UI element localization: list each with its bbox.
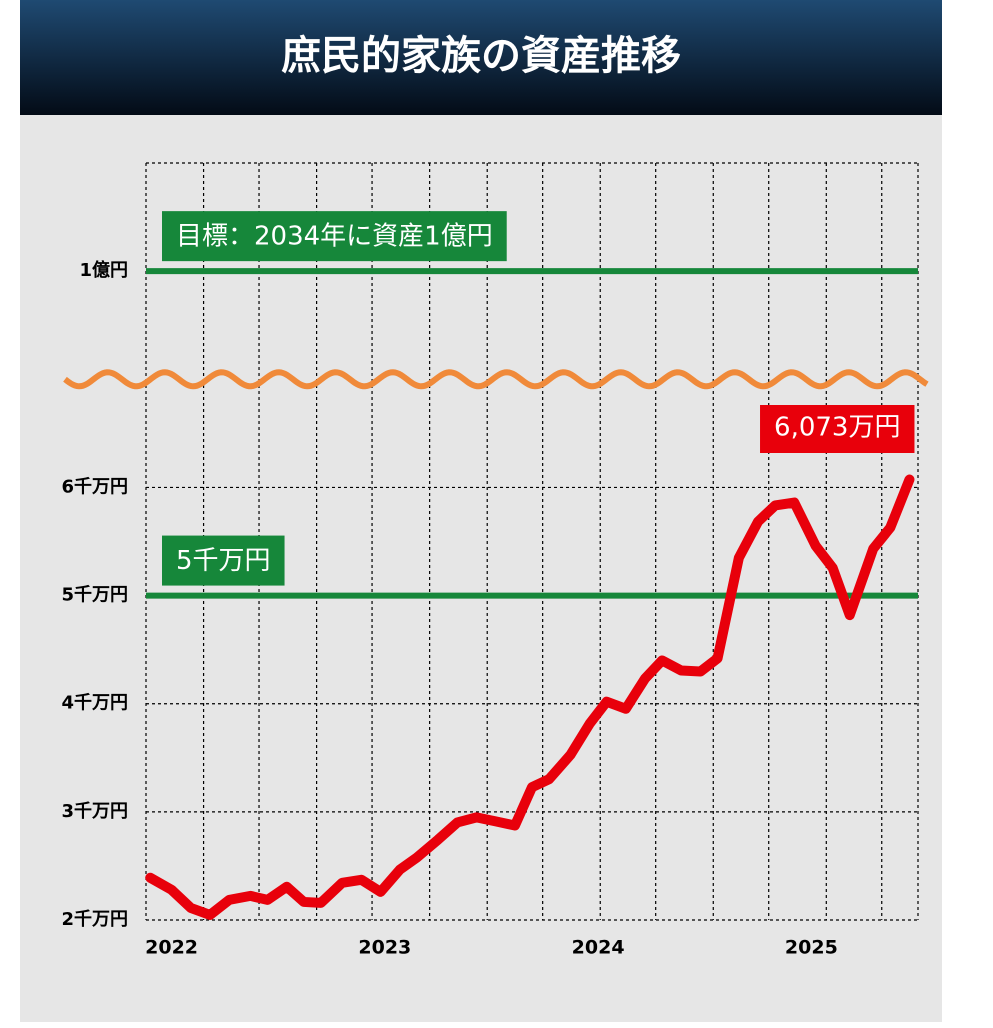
x-tick-label: 2024 (572, 937, 625, 959)
series-line (145, 474, 915, 920)
axis-break (63, 369, 929, 390)
y-tick-label: 2千万円 (61, 909, 128, 930)
reference-label-box (162, 535, 285, 586)
value-label: 6,073万円 (774, 413, 900, 443)
chart-title: 庶民的家族の資産推移 (281, 33, 681, 79)
value-label-box (760, 405, 915, 453)
x-tick-label: 2025 (785, 937, 838, 959)
y-tick-label: 3千万円 (61, 801, 128, 822)
reference-label: 5千万円 (176, 546, 271, 576)
x-tick-label: 2022 (145, 937, 198, 959)
x-tick-label: 2023 (358, 937, 411, 959)
y-tick-label: 4千万円 (61, 693, 128, 714)
y-tick-label: 6千万円 (61, 476, 128, 497)
reference-label: 目標：2034年に資産1億円 (176, 222, 493, 252)
y-tick-label: 5千万円 (61, 585, 128, 606)
layer: 5千万円 目標：2034年に資産1億円 6,073万円 (63, 211, 929, 920)
reference-label-box (162, 211, 507, 262)
header (20, 0, 942, 115)
y-tick-label: 1億円 (79, 259, 128, 281)
